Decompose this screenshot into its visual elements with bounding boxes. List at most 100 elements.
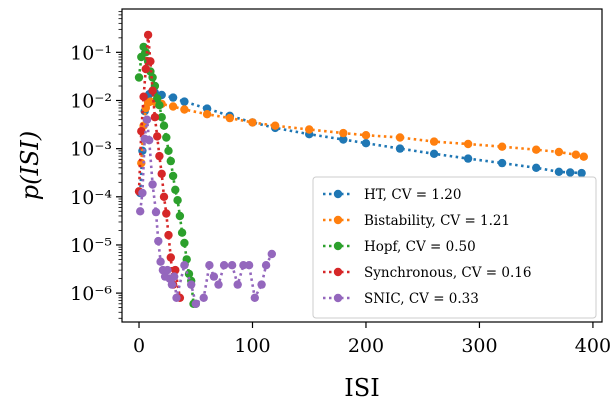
data-point — [180, 105, 189, 114]
data-point — [137, 127, 146, 136]
data-point — [134, 73, 144, 82]
legend: HT, CV = 1.20 Bistability, CV = 1.21 Hopf,… — [312, 176, 597, 319]
series-line — [137, 34, 182, 299]
y-tick-label: 10⁻² — [70, 90, 112, 112]
data-point — [361, 131, 371, 140]
legend-marker — [333, 189, 343, 199]
data-point — [205, 261, 214, 270]
data-point — [233, 280, 242, 289]
x-tick-label: 100 — [234, 335, 270, 357]
data-point — [248, 118, 257, 127]
y-axis-label: p(ISI) — [16, 131, 44, 201]
data-point — [463, 139, 473, 149]
data-point — [271, 121, 280, 130]
data-point — [267, 249, 276, 259]
data-point — [162, 133, 171, 142]
legend-label: Bistability, CV = 1.21 — [364, 213, 510, 229]
data-point — [150, 113, 160, 122]
data-point — [554, 147, 564, 157]
data-point — [214, 280, 223, 289]
data-point — [180, 97, 189, 106]
data-point — [395, 144, 405, 153]
y-tick-label: 10⁻¹ — [70, 42, 112, 64]
legend-label: SNIC, CV = 0.33 — [364, 291, 479, 307]
y-tick-label: 10⁻³ — [70, 139, 112, 161]
data-point — [159, 121, 169, 130]
series-layer — [134, 30, 588, 308]
data-point — [153, 94, 162, 103]
data-point — [154, 236, 163, 246]
data-point — [225, 113, 234, 123]
legend-marker — [333, 267, 343, 277]
data-point — [463, 154, 473, 163]
data-point — [141, 64, 150, 74]
data-point — [339, 128, 348, 138]
data-point — [170, 272, 179, 281]
data-point — [199, 293, 208, 302]
data-point — [159, 192, 169, 201]
x-tick-label: 200 — [348, 335, 384, 357]
axes-layer: 0 100 200 300 400 10⁻¹ 10⁻² 10⁻³ 10⁻⁴ 10⁻⁵ 10⁻⁶ — [70, 11, 611, 357]
data-point — [305, 125, 314, 134]
data-point — [166, 156, 175, 166]
data-point — [164, 230, 173, 240]
data-point — [244, 261, 254, 270]
data-point — [191, 299, 200, 308]
data-point — [167, 280, 177, 289]
data-point — [157, 169, 166, 178]
data-point — [145, 136, 154, 145]
data-point — [166, 253, 175, 262]
data-point — [146, 57, 155, 66]
x-tick-label: 300 — [461, 335, 497, 357]
y-tick-label: 10⁻⁵ — [70, 235, 112, 257]
x-tick-label: 0 — [133, 335, 145, 357]
data-point — [250, 293, 259, 302]
legend-marker — [333, 215, 343, 225]
data-point — [257, 280, 266, 289]
data-point — [164, 146, 173, 155]
data-point — [395, 133, 405, 142]
data-point — [143, 30, 153, 40]
data-point — [171, 265, 180, 275]
legend-marker — [333, 293, 343, 303]
data-point — [180, 238, 189, 248]
y-tick-label: 10⁻⁶ — [70, 283, 112, 305]
legend-label: HT, CV = 1.20 — [364, 187, 461, 203]
data-point — [168, 102, 178, 111]
data-point — [187, 280, 196, 289]
data-point — [339, 135, 348, 144]
data-point — [554, 167, 564, 176]
data-point — [429, 137, 439, 146]
series-3 — [134, 30, 185, 302]
legend-marker — [333, 241, 343, 251]
data-point — [571, 150, 581, 159]
data-point — [155, 101, 164, 110]
data-point — [168, 171, 178, 181]
data-point — [261, 261, 271, 270]
data-point — [497, 158, 507, 168]
data-point — [429, 149, 439, 158]
data-point — [579, 152, 588, 161]
data-point — [219, 261, 229, 270]
data-point — [157, 113, 166, 122]
data-point — [162, 209, 171, 218]
data-point — [532, 145, 541, 154]
data-point — [497, 142, 507, 151]
data-point — [168, 93, 178, 102]
data-point — [175, 211, 185, 221]
data-point — [532, 163, 541, 172]
data-point — [566, 168, 575, 177]
data-point — [151, 207, 161, 217]
data-point — [155, 151, 164, 161]
data-point — [153, 132, 162, 141]
legend-box — [312, 176, 597, 319]
data-point — [148, 86, 157, 95]
data-point — [163, 265, 172, 275]
data-point — [142, 115, 152, 124]
data-point — [227, 261, 237, 270]
y-tick-label: 10⁻⁴ — [70, 187, 112, 209]
data-point — [156, 257, 165, 266]
x-tick-label: 400 — [575, 335, 611, 357]
data-point — [173, 196, 182, 205]
